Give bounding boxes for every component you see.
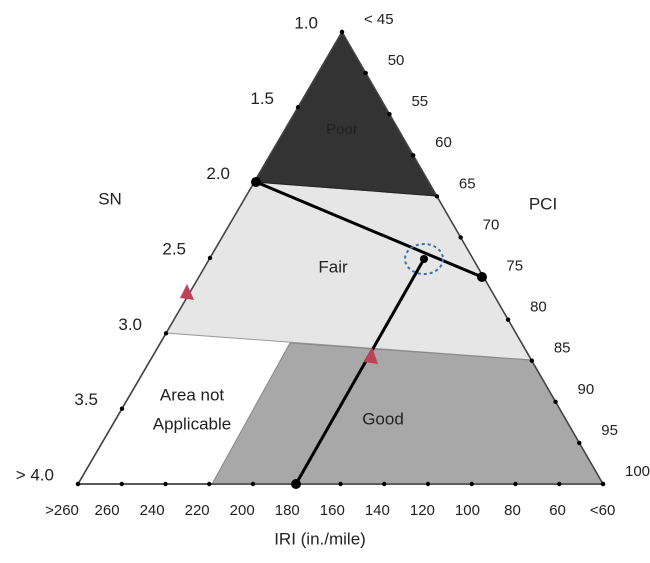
tick-dot bbox=[529, 358, 535, 363]
pci-label: 65 bbox=[459, 175, 476, 192]
tick-dot bbox=[119, 481, 124, 487]
tick-dot bbox=[119, 406, 125, 411]
iri-label: 80 bbox=[504, 502, 521, 519]
iri-label: 180 bbox=[275, 502, 300, 519]
poor-region bbox=[253, 31, 438, 197]
iri-label: 100 bbox=[455, 502, 480, 519]
axis-title: IRI (in./mile) bbox=[274, 529, 366, 548]
tick-dot bbox=[75, 481, 81, 487]
iri-label: >260 bbox=[45, 502, 79, 519]
tick-dot bbox=[425, 481, 431, 487]
axis-title: PCI bbox=[529, 194, 557, 213]
tick-dot bbox=[363, 70, 368, 76]
sn-label: 1.0 bbox=[294, 13, 318, 32]
tick-dot bbox=[505, 317, 511, 322]
tick-dot bbox=[250, 481, 256, 487]
iri-label: 140 bbox=[365, 502, 390, 519]
tick-dot bbox=[482, 276, 487, 281]
iri-label: 160 bbox=[320, 502, 345, 519]
region-label: Applicable bbox=[153, 414, 231, 433]
tick-dot bbox=[600, 481, 606, 487]
tick-dot bbox=[557, 481, 562, 487]
point bbox=[420, 255, 428, 263]
pci-label: 50 bbox=[388, 52, 405, 69]
tick-dot bbox=[338, 481, 343, 487]
pci-label: 75 bbox=[506, 258, 523, 275]
iri-label: 260 bbox=[95, 502, 120, 519]
iri-label: 120 bbox=[410, 502, 435, 519]
fair-region bbox=[165, 181, 532, 361]
sn-label: 2.0 bbox=[206, 164, 230, 183]
tick-dot bbox=[434, 194, 440, 199]
pci-label: < 45 bbox=[364, 11, 394, 28]
tick-dot bbox=[553, 399, 558, 405]
tick-dot bbox=[163, 331, 169, 336]
region-label: Good bbox=[362, 409, 404, 428]
sn-label: 2.5 bbox=[162, 239, 186, 258]
tick-dot bbox=[382, 481, 387, 487]
tick-dot bbox=[469, 481, 474, 487]
tick-dot bbox=[410, 153, 416, 158]
sn-label: 3.0 bbox=[118, 315, 142, 334]
pci-label: 95 bbox=[601, 422, 618, 439]
sn-label: 1.5 bbox=[250, 89, 274, 108]
iri-line bbox=[294, 258, 426, 485]
tick-dot bbox=[513, 481, 518, 487]
region-label: Fair bbox=[318, 257, 348, 276]
tick-dot bbox=[163, 481, 168, 487]
tick-dot bbox=[339, 29, 345, 35]
region-label: Area not bbox=[160, 385, 225, 404]
pci-label: 100 bbox=[625, 463, 650, 480]
pci-label: 70 bbox=[483, 216, 500, 233]
iri-label: 220 bbox=[185, 502, 210, 519]
pci-label: 55 bbox=[411, 93, 428, 110]
sn-label: > 4.0 bbox=[16, 465, 54, 484]
arrow bbox=[364, 347, 378, 364]
tick-dot bbox=[295, 105, 301, 110]
sn-label: 3.5 bbox=[74, 390, 98, 409]
tick-dot bbox=[458, 235, 463, 240]
iri-label: 200 bbox=[230, 502, 255, 519]
region-label: Poor bbox=[326, 121, 358, 138]
highlight-circle bbox=[404, 243, 444, 275]
tick-dot bbox=[207, 481, 212, 487]
pci-label: 90 bbox=[578, 381, 595, 398]
pci-label: 85 bbox=[554, 340, 571, 357]
tick-dot bbox=[251, 180, 257, 185]
iri-label: 240 bbox=[140, 502, 165, 519]
tick-dot bbox=[207, 255, 213, 261]
iri-label: <60 bbox=[590, 502, 615, 519]
pci-label: 60 bbox=[435, 134, 452, 151]
sn-pci-line bbox=[255, 180, 483, 279]
tick-dot bbox=[387, 111, 392, 117]
pci-label: 80 bbox=[530, 299, 547, 316]
axis-title: SN bbox=[98, 189, 122, 208]
iri-label: 60 bbox=[549, 502, 566, 519]
tick-dot bbox=[294, 481, 299, 487]
arrow bbox=[180, 284, 194, 300]
tick-dot bbox=[577, 440, 582, 446]
